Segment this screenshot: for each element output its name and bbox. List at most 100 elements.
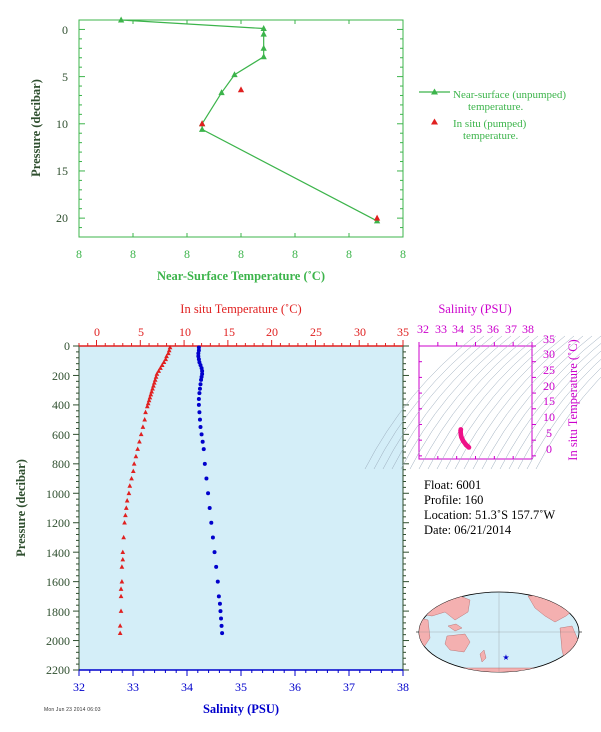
profile-data-marks xyxy=(117,344,225,636)
salinity-point xyxy=(200,369,205,374)
top-y-tick-labels: 0 5 10 15 20 xyxy=(56,23,68,225)
density-contour xyxy=(481,335,593,470)
salinity-tick-label: 38 xyxy=(397,680,409,694)
salinity-point xyxy=(219,623,224,628)
salinity-point xyxy=(197,386,202,391)
density-contour xyxy=(400,335,512,470)
ts-x-tick-label: 35 xyxy=(470,322,482,336)
temperature-point xyxy=(142,417,148,422)
temperature-point xyxy=(135,446,141,451)
ts-x-tick-label: 33 xyxy=(435,322,447,336)
temperature-point xyxy=(118,593,124,599)
temperature-point xyxy=(159,362,165,367)
pressure-tick-label: 1000 xyxy=(46,487,70,501)
temperature-axis-label: In situ Temperature (˚C) xyxy=(180,302,301,316)
unpumped-temperature-point xyxy=(198,125,206,132)
ts-x-tick-label: 34 xyxy=(452,322,464,336)
ts-y-tick-label: 0 xyxy=(546,442,552,456)
density-contour xyxy=(391,335,503,470)
salinity-point xyxy=(199,377,204,382)
density-contour xyxy=(463,335,575,470)
temperature-point xyxy=(119,564,125,569)
density-contour xyxy=(427,335,539,470)
temperature-point xyxy=(133,453,139,459)
ts-x-tick-label: 32 xyxy=(417,322,429,336)
temp-tick-label: 10 xyxy=(179,325,191,339)
salinity-point xyxy=(196,345,201,350)
density-contour xyxy=(454,335,566,470)
temp-tick-label: 25 xyxy=(310,325,322,339)
top-x-tick-label: 8 xyxy=(400,247,406,261)
salinity-point xyxy=(220,631,225,636)
legend-pumped-label: In situ (pumped) temperature. xyxy=(453,118,527,142)
top-y-tick-label: 10 xyxy=(56,117,68,131)
temperature-point xyxy=(156,368,162,373)
salinity-point xyxy=(198,382,203,387)
top-data-marks xyxy=(117,16,381,224)
top-y-tick-label: 0 xyxy=(62,23,68,37)
profile-chart: 0 5 10 15 20 25 30 35 32 33 34 35 36 37 … xyxy=(14,302,409,716)
salinity-point xyxy=(204,476,209,481)
temp-tick-label: 35 xyxy=(397,325,409,339)
pressure-tick-label: 400 xyxy=(52,398,70,412)
ts-x-tick-labels: 32 33 34 35 36 37 38 xyxy=(417,322,534,336)
float-id: Float: 6001 xyxy=(424,478,482,492)
ts-y-tick-label: 20 xyxy=(543,379,555,393)
top-x-tick-label: 8 xyxy=(238,247,244,261)
density-contour xyxy=(418,335,530,470)
float-location: Location: 51.3˚S 157.7˚W xyxy=(424,508,556,522)
pressure-tick-label: 2200 xyxy=(46,663,70,677)
temperature-point xyxy=(147,394,153,400)
density-contour xyxy=(409,335,521,470)
pressure-tick-labels: 0 200 400 600 800 1000 1200 1400 1600 18… xyxy=(46,339,70,677)
density-contour xyxy=(472,335,584,470)
salinity-point xyxy=(197,391,202,396)
temperature-point xyxy=(166,347,172,353)
temperature-point xyxy=(137,439,142,444)
salinity-tick-label: 33 xyxy=(127,680,139,694)
salinity-point xyxy=(196,351,201,356)
ts-x-tick-label: 38 xyxy=(522,322,534,336)
temp-tick-label: 20 xyxy=(266,325,278,339)
ts-y-axis-label: In situ Temperature (˚C) xyxy=(566,339,580,460)
legend-pumped-marker xyxy=(431,118,438,125)
ts-x-axis-label: Salinity (PSU) xyxy=(438,302,511,316)
density-contour xyxy=(526,367,601,470)
salinity-point xyxy=(201,447,206,452)
salinity-point xyxy=(206,491,211,496)
salinity-tick-labels: 32 33 34 35 36 37 38 xyxy=(73,680,409,694)
temperature-point xyxy=(165,350,171,356)
pressure-tick-label: 1800 xyxy=(46,605,70,619)
top-y-tick-label: 5 xyxy=(62,70,68,84)
temperature-point xyxy=(140,424,146,429)
salinity-point xyxy=(197,410,202,415)
top-axis-ticks xyxy=(78,19,404,238)
ts-data-marks xyxy=(458,427,472,450)
temperature-tick-labels: 0 5 10 15 20 25 30 35 xyxy=(94,325,409,339)
ts-density-contours xyxy=(364,335,601,470)
salinity-point xyxy=(199,432,204,437)
temp-tick-label: 0 xyxy=(94,325,100,339)
pressure-tick-label: 200 xyxy=(52,369,70,383)
temperature-point xyxy=(149,389,155,394)
top-x-tick-label: 8 xyxy=(184,247,190,261)
temperature-point xyxy=(144,403,150,409)
temperature-point xyxy=(124,498,130,503)
map-indonesia xyxy=(447,623,463,632)
temperature-point xyxy=(120,549,126,555)
location-map: ★ xyxy=(416,591,582,673)
ts-y-tick-label: 5 xyxy=(546,426,552,440)
pressure-tick-label: 2000 xyxy=(46,634,70,648)
temperature-point xyxy=(120,556,126,562)
density-contour xyxy=(364,335,476,470)
salinity-point xyxy=(215,579,220,584)
salinity-point xyxy=(200,439,205,444)
temperature-point xyxy=(158,365,163,370)
temperature-point xyxy=(150,386,155,391)
temperature-point xyxy=(123,505,129,510)
salinity-point xyxy=(198,425,203,429)
temperature-point xyxy=(126,490,132,496)
salinity-point xyxy=(210,535,215,540)
top-x-tick-label: 8 xyxy=(346,247,352,261)
density-contour xyxy=(382,335,494,470)
